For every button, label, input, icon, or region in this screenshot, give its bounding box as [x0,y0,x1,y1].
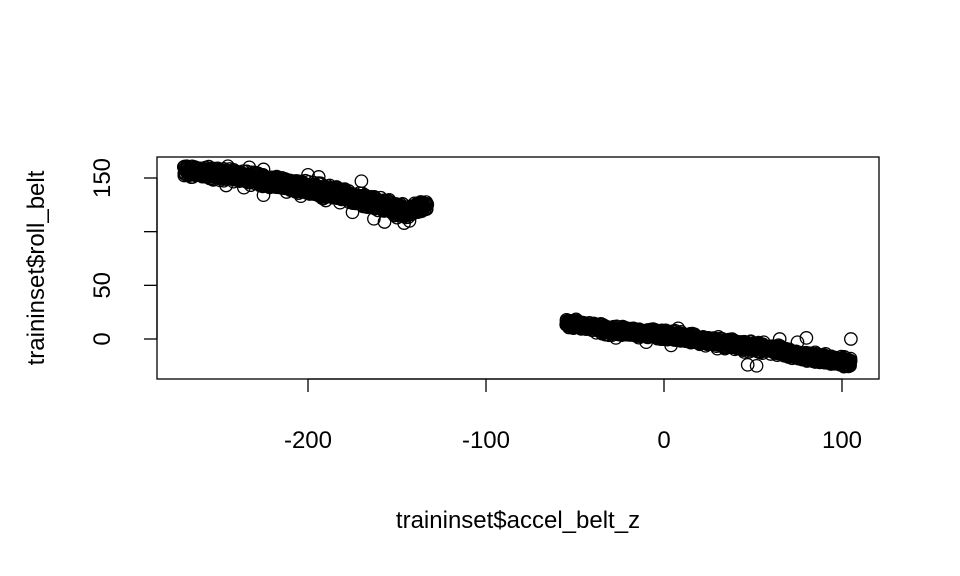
data-point [367,211,381,226]
data-point [685,326,700,341]
data-point [609,331,623,345]
data-point [304,181,319,196]
data-point [664,338,678,353]
data-point [409,196,424,211]
data-point [228,169,243,183]
data-point [221,159,235,174]
data-point [630,322,645,337]
data-point [420,197,435,212]
data-point [301,167,315,182]
data-point [817,349,832,364]
x-tick-label: -100 [462,427,510,454]
data-point [840,358,855,373]
data-point [621,325,636,340]
data-point [687,332,702,347]
y-axis-title: traininset$roll_belt [23,170,50,365]
data-point [272,179,287,194]
data-point [605,324,619,339]
data-point [781,342,796,357]
data-point [219,178,233,193]
x-tick-label: -200 [284,427,332,454]
data-point [229,166,244,181]
data-point [249,172,264,186]
x-tick-label: 0 [657,427,670,454]
data-point [591,322,605,337]
data-point [345,205,360,220]
data-point [598,327,613,342]
y-tick-labels: 0 50 150 [89,158,116,346]
x-tick-label: 100 [822,427,862,454]
data-point [197,164,212,179]
data-points [176,159,858,374]
data-point [785,351,800,366]
data-point [626,325,640,340]
data-point [749,358,764,373]
data-point [311,170,326,184]
data-point [279,185,294,199]
data-point [359,200,374,214]
data-point [237,180,251,195]
data-point [203,163,217,178]
y-tick-label: 50 [89,272,116,299]
data-point [409,200,424,214]
data-point [294,189,308,204]
data-point [740,357,755,372]
data-point [844,332,858,346]
data-point [719,337,734,352]
y-tick-label: 0 [89,332,116,345]
data-point [286,175,301,190]
data-point [671,321,686,336]
data-point [657,324,671,339]
data-point [326,184,340,198]
data-point [560,317,575,331]
data-point [790,335,805,350]
data-point [587,319,601,333]
data-point [181,162,196,177]
data-point [372,193,387,208]
data-point [799,331,814,345]
data-point [710,341,725,356]
data-point [416,198,431,212]
data-point [212,165,226,180]
x-tick-labels: -200 -100 0 100 [284,427,862,454]
data-point [384,203,399,218]
data-point [701,331,716,345]
data-point [390,210,404,225]
data-point [756,341,771,356]
data-point [571,317,586,331]
data-point [256,162,271,177]
data-point [756,335,771,350]
data-point [302,178,316,193]
data-point [728,334,743,348]
data-point [678,334,693,348]
data-point [826,353,840,368]
y-tick-label: 150 [89,158,116,198]
data-point [671,331,685,346]
data-point [318,187,333,202]
data-point [352,191,367,206]
data-point [763,347,778,361]
data-point [273,175,288,189]
data-point [402,214,417,228]
data-point [562,316,577,330]
data-point [598,321,612,336]
data-point [772,332,787,346]
data-point [256,188,271,203]
data-point [318,193,333,208]
data-point [808,352,823,367]
x-axis-title: traininset$accel_belt_z [396,507,640,534]
data-point [377,215,392,229]
data-point [242,160,257,175]
data-point [354,174,369,189]
